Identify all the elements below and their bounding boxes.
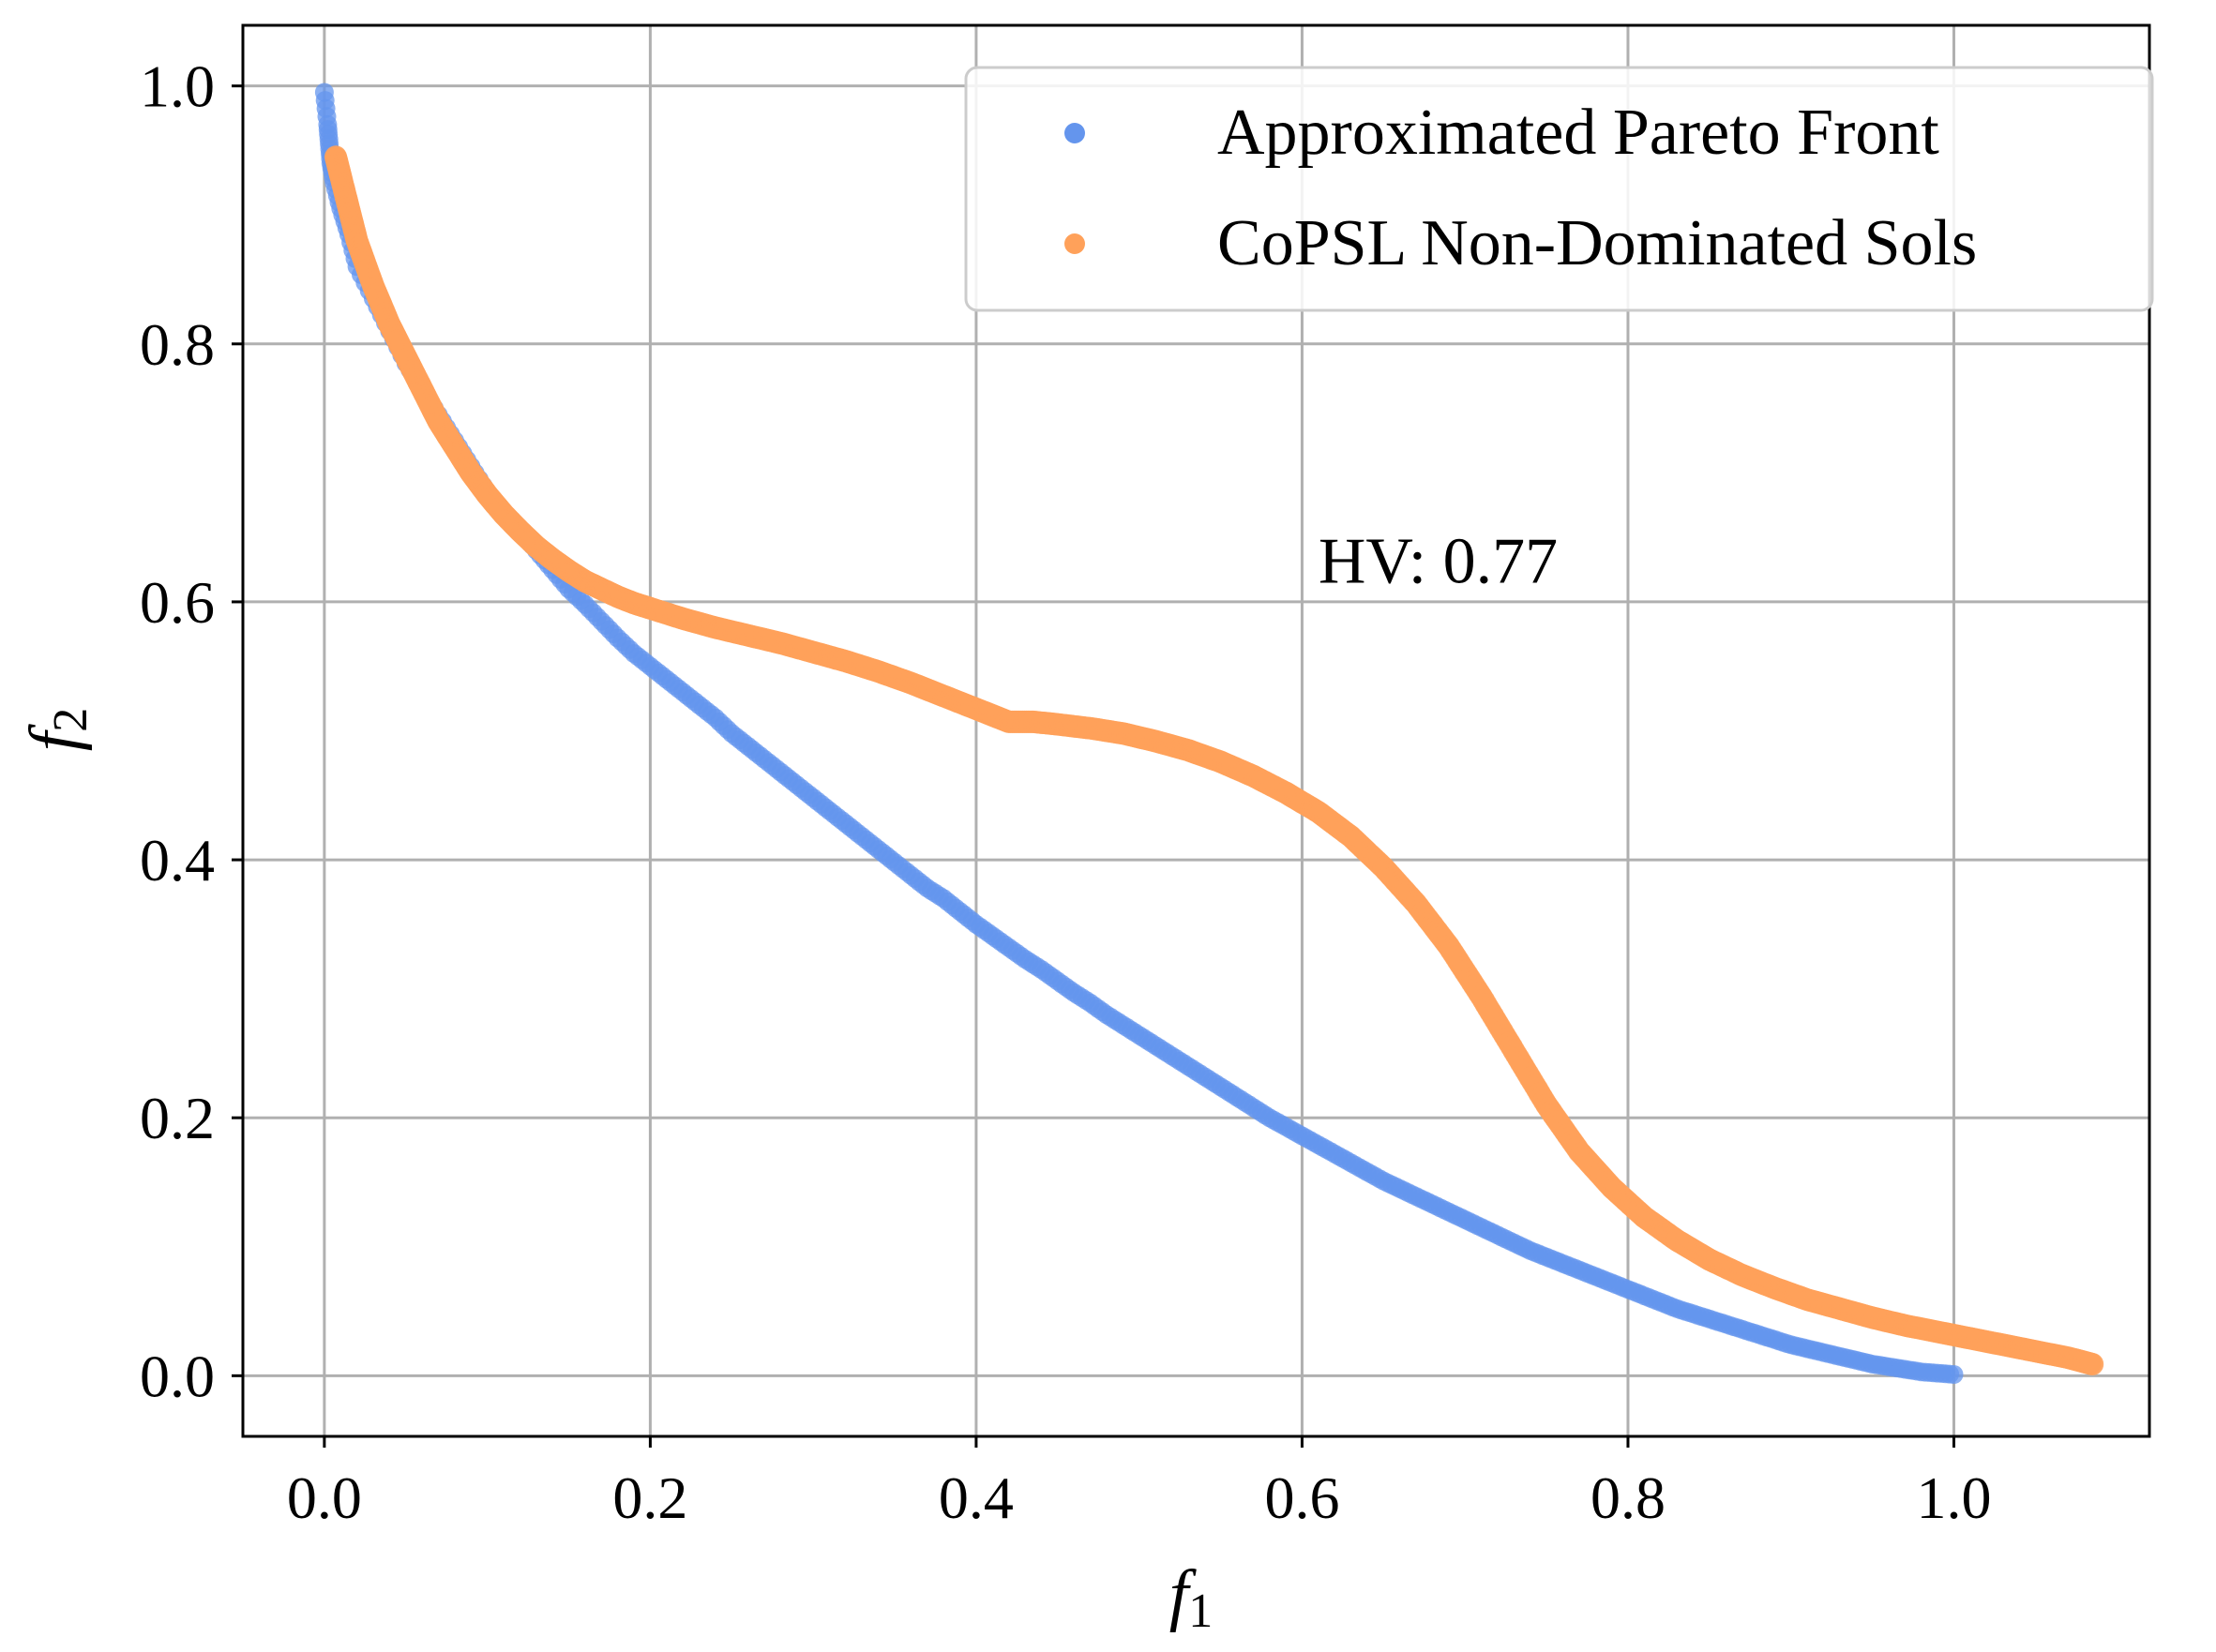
x-axis-label-sub: 1	[1188, 1584, 1213, 1638]
y-tick-label: 0.8	[140, 311, 215, 378]
legend-label-pareto-front: Approximated Pareto Front	[1217, 97, 1939, 169]
annotation-hv: HV: 0.77	[1319, 525, 1558, 597]
y-tick-label: 0.6	[140, 569, 215, 636]
y-tick-label: 0.0	[140, 1343, 215, 1409]
data-point	[1944, 1365, 1964, 1384]
legend-marker-pareto-front	[1064, 123, 1085, 143]
y-axis-label-sub: 2	[44, 708, 98, 732]
y-tick-label: 0.2	[140, 1085, 215, 1151]
y-tick-label: 1.0	[140, 53, 215, 120]
legend-box	[964, 66, 2154, 312]
plot-frame	[241, 23, 2151, 1438]
legend-marker-copsl	[1064, 233, 1085, 254]
y-tick-label: 0.4	[140, 827, 215, 894]
x-axis-label: f1	[1169, 1556, 1214, 1638]
x-tick-label: 0.4	[939, 1464, 1014, 1531]
data-point	[2081, 1353, 2104, 1375]
y-axis-label: f2	[16, 708, 98, 752]
x-tick-label: 0.8	[1590, 1464, 1666, 1531]
series-copsl	[324, 145, 2104, 1375]
x-tick-label: 0.0	[287, 1464, 362, 1531]
x-tick-label: 0.6	[1264, 1464, 1339, 1531]
legend-label-copsl: CoPSL Non-Dominated Sols	[1217, 207, 1977, 279]
series-layer	[314, 83, 2104, 1384]
ticks: 0.0 0.2 0.4 0.6 0.8 1.0 0.0 0.2 0.4 0.6 0.8 1.0	[140, 53, 1991, 1531]
x-tick-label: 0.2	[612, 1464, 687, 1531]
x-tick-label: 1.0	[1916, 1464, 1991, 1531]
legend: Approximated Pareto Front CoPSL Non-Domi…	[964, 66, 2154, 312]
